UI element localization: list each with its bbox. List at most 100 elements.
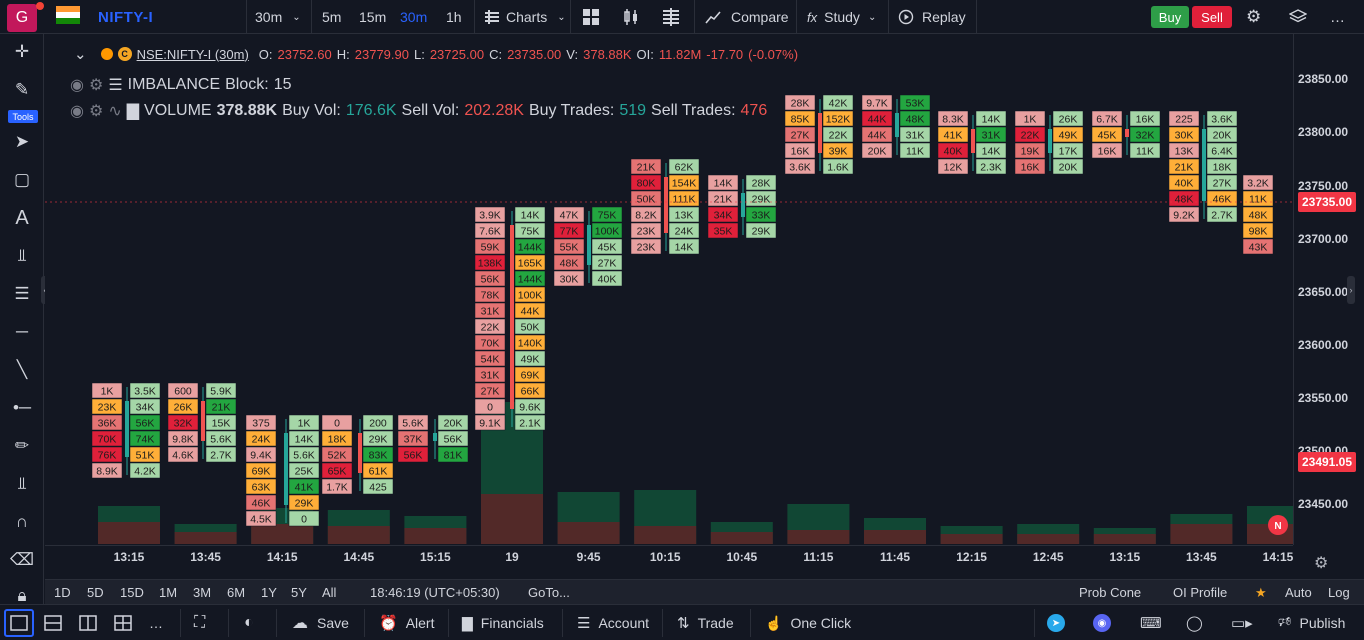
timeframe-15m[interactable]: 15m [359, 0, 386, 34]
telegram-button[interactable]: ➤ [1047, 605, 1065, 640]
eraser-tool[interactable]: ⌫ [8, 546, 36, 574]
save-button[interactable]: ☁ Save [292, 605, 349, 640]
footprint-cell-value: 7.6K [479, 226, 501, 238]
range-3m[interactable]: 3M [193, 585, 212, 600]
footprint-cell-value: 0 [487, 402, 493, 414]
symbol-full-label[interactable]: NSE:NIFTY-I (30m) [136, 46, 249, 62]
theme-button[interactable]: ◐ [244, 605, 254, 640]
range-all[interactable]: All [322, 585, 337, 600]
brush-tool[interactable]: ✏ [8, 432, 36, 460]
log-scale-button[interactable]: Log [1328, 585, 1350, 600]
footprint-cell-value: 81K [444, 450, 463, 462]
symbol-search[interactable]: NIFTY-I [98, 8, 154, 26]
range-5d[interactable]: 5D [87, 585, 104, 600]
footprint-cell-value: 70K [481, 338, 500, 350]
eye-icon[interactable]: ◉ [70, 103, 84, 120]
star-icon[interactable]: ★ [1255, 585, 1267, 600]
footprint-cell-value: 144K [518, 274, 543, 286]
trade-button[interactable]: ⇅ Trade [677, 605, 734, 640]
footprint-cell [288, 414, 320, 431]
footprint-cell [474, 270, 506, 287]
publish-button[interactable]: 🕫︎ Publish [1278, 605, 1345, 640]
goto-button[interactable]: GoTo... [528, 585, 570, 600]
measure-tool[interactable]: ⫫ [8, 470, 36, 498]
footprint-cell [397, 446, 429, 463]
range-15d[interactable]: 15D [120, 585, 144, 600]
auto-scale-button[interactable]: Auto [1285, 585, 1312, 600]
range-1m[interactable]: 1M [159, 585, 178, 600]
time-tick: 9:45 [576, 550, 601, 564]
collapse-legend-icon[interactable]: ⌄ [74, 46, 87, 63]
footprint-cell [129, 430, 161, 447]
lock-tool[interactable]: 🔒︎ [8, 582, 36, 610]
prob-cone-button[interactable]: Prob Cone [1079, 585, 1142, 600]
more-button[interactable]: … [1330, 0, 1346, 34]
footprint-cell [861, 110, 893, 127]
replay-button[interactable]: Replay [898, 0, 966, 34]
eye-icon[interactable]: ◉ [70, 77, 84, 94]
video-button[interactable]: ▭▸ [1231, 605, 1253, 640]
range-1d[interactable]: 1D [54, 585, 71, 600]
layout-button[interactable] [582, 0, 600, 34]
layers-button[interactable] [1289, 0, 1307, 34]
interval-dropdown[interactable]: 30m ⌄ [255, 0, 301, 34]
trend-line-tool[interactable]: ╲ [8, 356, 36, 384]
fib-tool[interactable]: ☰ [8, 280, 36, 308]
footprint-cell [784, 110, 816, 127]
fork-tool[interactable]: ⫫ [8, 242, 36, 270]
chart-area[interactable]: 1K 23K 36K 70K 76K 8.9K 3.5K 34K 56K 74K 51K 4.2K 60… [45, 34, 1293, 545]
crosshair-tool[interactable]: ✛ [8, 38, 36, 66]
keyboard-button[interactable]: ⌨ [1140, 605, 1162, 640]
one-click-button[interactable]: ☝ One Click [765, 605, 851, 640]
fullscreen-button[interactable]: ⛶ [194, 605, 205, 640]
account-button[interactable]: ☰ Account [577, 605, 649, 640]
footprint-button[interactable] [662, 0, 680, 34]
timeframe-30m[interactable]: 30m [400, 0, 427, 34]
time-axis[interactable]: 13:15 13:45 14:15 14:45 15:15 19 9:45 10:15 10:4… [45, 545, 1293, 579]
range-1y[interactable]: 1Y [261, 585, 277, 600]
gear-icon[interactable]: ⚙ [88, 103, 104, 120]
app-logo[interactable]: G [7, 4, 37, 32]
more-layouts-button[interactable]: … [149, 605, 163, 640]
ray-tool[interactable]: •─ [8, 394, 36, 422]
gear-icon[interactable]: ⚙ [88, 77, 104, 94]
text-tool[interactable]: A [8, 204, 36, 232]
ohlc-legend-row: ⌄ C NSE:NIFTY-I (30m) O: 23752.60 H: 23779… [74, 45, 803, 63]
magnet-tool[interactable]: ∩ [8, 508, 36, 536]
layout-quad-button[interactable] [114, 605, 132, 640]
settings-button[interactable]: ⚙ [1246, 0, 1261, 34]
financials-button[interactable]: ▇ Financials [462, 605, 544, 640]
discord-button[interactable]: ◉ [1093, 605, 1111, 640]
layout-hsplit-button[interactable] [44, 605, 62, 640]
footprint-cell-value: 16K [1136, 114, 1155, 126]
layout-single-button[interactable] [4, 609, 34, 637]
footprint-cell [474, 302, 506, 319]
rectangle-tool[interactable]: ▢ [8, 166, 36, 194]
right-collapse-handle[interactable]: › [1347, 276, 1355, 304]
footprint-cell-value: 53K [906, 98, 925, 110]
indicator-button[interactable] [622, 0, 640, 34]
timeframe-5m[interactable]: 5m [322, 0, 341, 34]
buy-button[interactable]: Buy [1151, 6, 1189, 28]
alert-button[interactable]: ⏰ Alert [379, 605, 434, 640]
study-dropdown[interactable]: fx Study ⌄ [807, 0, 876, 34]
tf-label: 1h [446, 9, 462, 25]
range-6m[interactable]: 6M [227, 585, 246, 600]
pen-tool[interactable]: ✎ [8, 76, 36, 104]
trade-arrows-icon: ⇅ [677, 615, 690, 632]
clock-display[interactable]: 18:46:19 (UTC+05:30) [370, 585, 500, 600]
axis-settings-button[interactable]: ⚙ [1314, 553, 1328, 573]
range-5y[interactable]: 5Y [291, 585, 307, 600]
compare-button[interactable]: Compare [705, 0, 789, 34]
footprint-cell [474, 350, 506, 367]
horizontal-line-tool[interactable]: ─ [8, 318, 36, 346]
footprint-cell-value: 22K [1021, 130, 1040, 142]
footprint-cell [591, 222, 623, 239]
timeframe-1h[interactable]: 1h [446, 0, 462, 34]
oi-profile-button[interactable]: OI Profile [1173, 585, 1228, 600]
cursor-tool[interactable]: ➤ [8, 128, 36, 156]
charts-dropdown[interactable]: Charts ⌄ [484, 0, 566, 34]
layout-vsplit-button[interactable] [79, 605, 97, 640]
sell-button[interactable]: Sell [1192, 6, 1232, 28]
ideas-button[interactable]: ◯ [1186, 605, 1203, 640]
